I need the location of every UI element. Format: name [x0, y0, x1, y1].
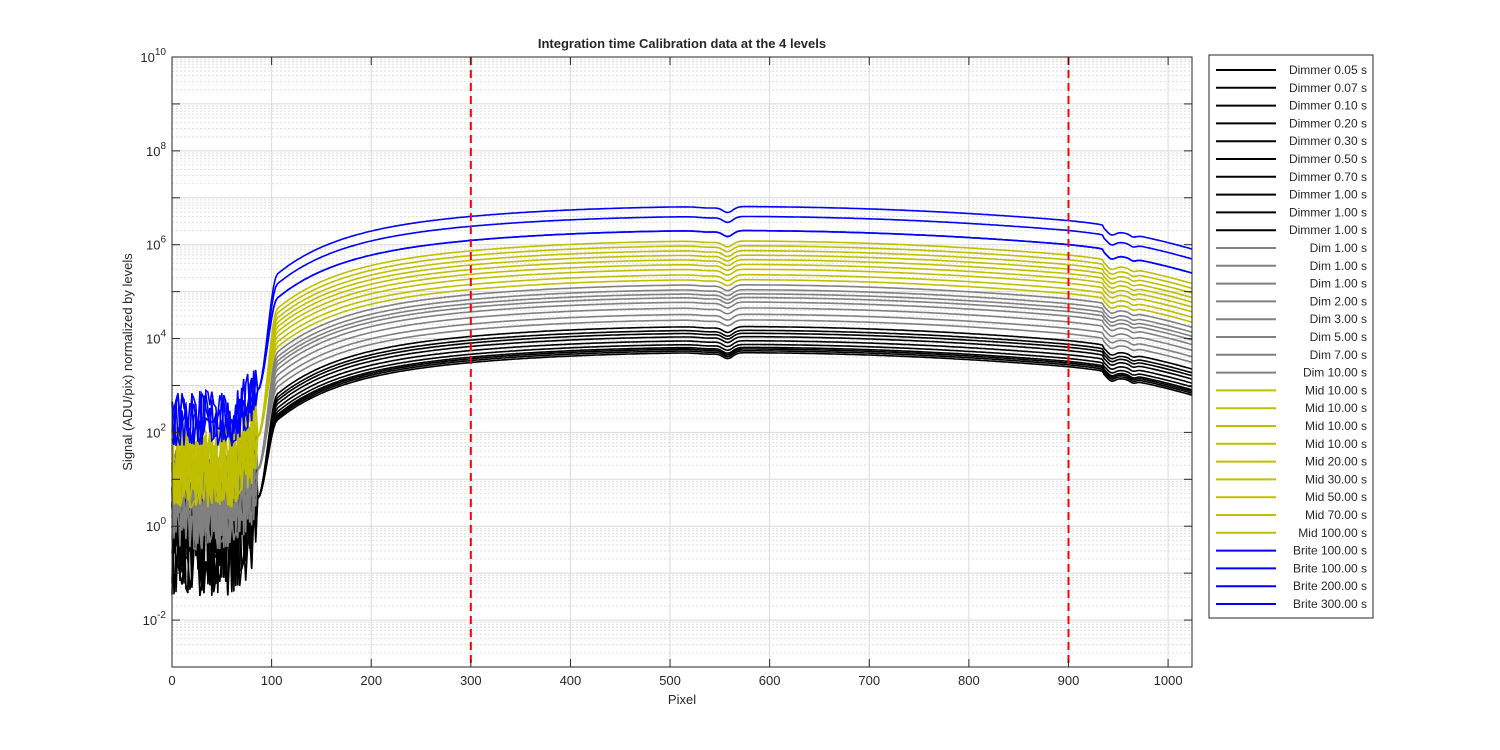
- legend-label: Dimmer 1.00 s: [1289, 205, 1367, 219]
- series-line: [171, 319, 1193, 550]
- legend-label: Dimmer 0.20 s: [1289, 116, 1367, 130]
- x-tick-label: 800: [958, 673, 980, 688]
- series-line: [171, 351, 1193, 581]
- legend-label: Dimmer 1.00 s: [1289, 188, 1367, 202]
- series-line: [171, 350, 1193, 596]
- x-tick-label: 100: [261, 673, 283, 688]
- y-tick-labels: 10-2 100 102 104 106 108 1010: [140, 47, 166, 628]
- legend-items: Dimmer 0.05 s Dimmer 0.07 s Dimmer 0.10 s D…: [1216, 63, 1367, 611]
- y-tick-label: 102: [146, 422, 166, 440]
- legend-label: Dimmer 0.70 s: [1289, 170, 1367, 184]
- legend-label: Mid 50.00 s: [1305, 490, 1367, 504]
- legend-label: Dimmer 0.05 s: [1289, 63, 1367, 77]
- series-line: [171, 339, 1193, 594]
- series-line: [171, 301, 1193, 549]
- x-tick-label: 400: [560, 673, 582, 688]
- plot-frame: [171, 56, 1193, 668]
- series-line: [171, 332, 1193, 597]
- series-line: [171, 348, 1193, 596]
- legend-label: Brite 100.00 s: [1293, 561, 1367, 575]
- x-tick-label: 900: [1058, 673, 1080, 688]
- series-line: [171, 335, 1193, 591]
- chart-title: Integration time Calibration data at the…: [538, 36, 826, 51]
- legend-label: Dimmer 0.10 s: [1289, 99, 1367, 113]
- series-line: [171, 288, 1193, 551]
- series-line: [171, 313, 1193, 550]
- series-line: [171, 325, 1193, 595]
- legend-label: Mid 20.00 s: [1305, 455, 1367, 469]
- legend-label: Dim 3.00 s: [1310, 312, 1367, 326]
- data-lines-layer: [171, 205, 1193, 597]
- legend-label: Dim 1.00 s: [1310, 241, 1367, 255]
- legend-label: Mid 10.00 s: [1305, 383, 1367, 397]
- series-line: [171, 278, 1193, 509]
- legend-label: Mid 10.00 s: [1305, 437, 1367, 451]
- y-axis-label: Signal (ADU/pix) normalized by levels: [120, 253, 135, 471]
- x-tick-label: 300: [460, 673, 482, 688]
- series-line: [171, 273, 1193, 504]
- legend-label: Brite 200.00 s: [1293, 579, 1367, 593]
- x-tick-label: 1000: [1154, 673, 1183, 688]
- legend-label: Dim 1.00 s: [1310, 277, 1367, 291]
- legend-label: Mid 70.00 s: [1305, 508, 1367, 522]
- legend-label: Mid 100.00 s: [1298, 526, 1367, 540]
- x-tick-label: 200: [360, 673, 382, 688]
- series-line: [171, 343, 1193, 593]
- y-tick-label: 1010: [140, 47, 166, 65]
- legend-label: Dim 1.00 s: [1310, 259, 1367, 273]
- legend: Dimmer 0.05 s Dimmer 0.07 s Dimmer 0.10 s D…: [1208, 54, 1374, 619]
- series-line: [171, 296, 1193, 544]
- series-line: [171, 268, 1193, 506]
- x-tick-label: 700: [858, 673, 880, 688]
- series-line: [171, 258, 1193, 507]
- series-line: [171, 293, 1193, 543]
- legend-label: Dim 2.00 s: [1310, 294, 1367, 308]
- series-line: [171, 205, 1193, 445]
- y-tick-label: 108: [146, 141, 166, 159]
- legend-label: Dimmer 0.50 s: [1289, 152, 1367, 166]
- legend-label: Dim 5.00 s: [1310, 330, 1367, 344]
- series-line: [171, 307, 1193, 548]
- series-line: [171, 215, 1193, 446]
- legend-label: Mid 10.00 s: [1305, 401, 1367, 415]
- legend-label: Dimmer 0.30 s: [1289, 134, 1367, 148]
- legend-label: Brite 100.00 s: [1293, 544, 1367, 558]
- legend-label: Mid 30.00 s: [1305, 472, 1367, 486]
- series-line: [171, 329, 1193, 594]
- plot-area: [172, 57, 1192, 667]
- y-tick-label: 100: [146, 516, 166, 534]
- series-line: [171, 249, 1193, 508]
- series-line: [171, 284, 1193, 549]
- legend-label: Dimmer 1.00 s: [1289, 223, 1367, 237]
- vertical-markers-layer: [469, 57, 1070, 667]
- x-axis-label: Pixel: [668, 692, 696, 707]
- series-line: [171, 245, 1193, 504]
- legend-label: Dimmer 0.07 s: [1289, 81, 1367, 95]
- series-line: [171, 346, 1193, 596]
- series-line: [171, 254, 1193, 508]
- series-line: [171, 229, 1193, 446]
- legend-label: Brite 300.00 s: [1293, 597, 1367, 611]
- x-tick-label: 500: [659, 673, 681, 688]
- legend-label: Mid 10.00 s: [1305, 419, 1367, 433]
- y-tick-label: 106: [146, 235, 166, 253]
- y-tick-label: 10-2: [143, 610, 167, 628]
- series-line: [171, 240, 1193, 506]
- x-tick-label: 0: [168, 673, 175, 688]
- series-line: [171, 263, 1193, 504]
- axis-ticks-layer: [171, 56, 1192, 668]
- x-tick-label: 600: [759, 673, 781, 688]
- x-tick-labels: 0 100 200 300 400 500 600 700 800 900 1000: [168, 673, 1182, 688]
- legend-label: Dim 7.00 s: [1310, 348, 1367, 362]
- y-tick-label: 104: [146, 329, 166, 347]
- legend-label: Dim 10.00 s: [1303, 366, 1367, 380]
